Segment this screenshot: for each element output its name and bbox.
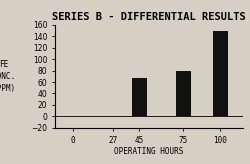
Bar xyxy=(176,71,191,116)
Bar xyxy=(132,78,146,116)
Y-axis label: FE
CONC.
(PPM): FE CONC. (PPM) xyxy=(0,60,15,92)
Bar xyxy=(213,31,228,116)
Title: SERIES B - DIFFERENTIAL RESULTS: SERIES B - DIFFERENTIAL RESULTS xyxy=(52,12,246,22)
X-axis label: OPERATING HOURS: OPERATING HOURS xyxy=(114,147,184,156)
